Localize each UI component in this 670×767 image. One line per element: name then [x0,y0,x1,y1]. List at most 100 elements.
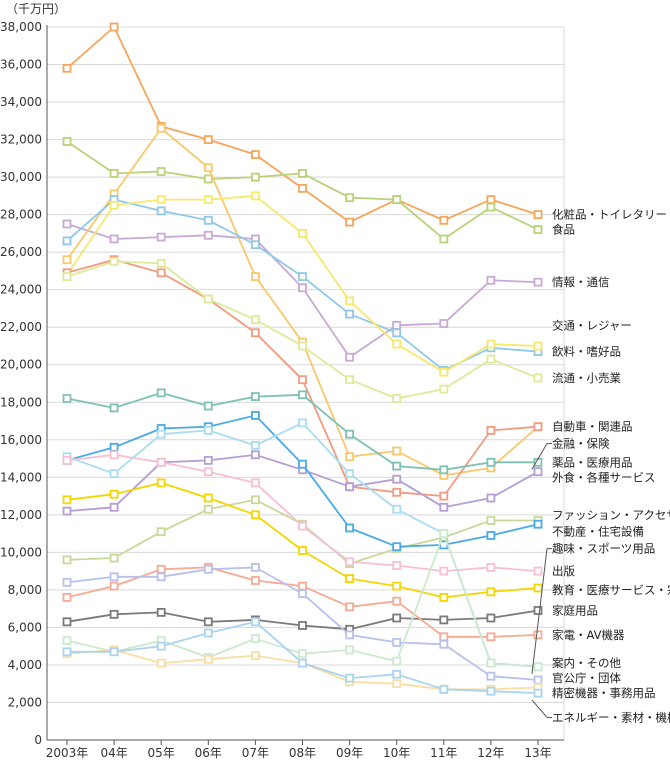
data-point [156,527,166,537]
data-point [533,341,543,351]
data-point [203,564,213,574]
data-point [156,429,166,439]
data-point [298,658,307,668]
data-point [156,195,166,205]
y-tick-label: 32,000 [0,133,42,147]
data-point [109,442,119,452]
data-point [345,557,355,567]
series-label: 不動産・住宅設備 [552,525,644,539]
data-point [250,563,260,572]
series-label: 交通・レジャー [552,318,632,332]
data-point [109,450,119,460]
data-point [486,613,496,623]
y-tick-label: 14,000 [0,470,42,484]
series-label: 家電・AV機器 [552,628,625,642]
data-point [156,658,166,668]
data-point [62,236,72,246]
data-point [439,465,449,475]
data-point [392,656,402,666]
data-point [250,272,260,282]
y-tick-label: 20,000 [0,358,42,372]
data-point [109,469,119,479]
data-point [392,328,402,338]
data-point [62,137,72,146]
data-point [439,215,449,225]
series-label: エネルギー・素材・機械 [552,710,670,724]
series-label: 出版 [552,564,575,578]
series-label: 飲料・嗜好品 [552,345,621,359]
data-point [486,275,496,285]
data-point [109,200,119,210]
data-point [203,401,213,411]
data-point [392,394,402,403]
data-point [392,320,402,330]
data-point [203,195,213,205]
data-point [203,493,213,503]
series-line [66,26,539,224]
y-tick-label: 10,000 [0,545,42,559]
data-point [392,679,402,689]
y-tick-label: 4,000 [8,658,42,672]
data-point [345,482,355,492]
series-1 [62,137,543,244]
data-point [156,608,166,617]
data-point [62,593,72,602]
data-point [439,615,449,625]
data-point [203,135,213,145]
data-point [439,632,449,642]
data-point [109,257,119,266]
data-point [203,455,213,465]
data-point [203,504,213,514]
data-point [298,390,307,400]
data-point [156,123,166,133]
data-point [250,392,260,402]
data-point [250,478,260,488]
series-20 [62,617,543,698]
data-point [486,658,496,668]
data-point [345,309,355,319]
data-point [486,686,496,696]
data-point [486,339,496,349]
series-label: 自動車・関連品 [552,420,633,434]
label-leader-line [531,699,548,718]
data-point [486,563,496,572]
series-14 [62,478,543,602]
data-point [392,561,402,570]
data-point [345,469,355,479]
data-point [439,491,449,501]
data-point [392,669,402,679]
data-point [298,521,307,531]
data-point [250,651,260,660]
data-point [392,487,402,497]
data-point [533,688,543,698]
data-point [439,566,449,576]
series-2 [62,219,543,362]
data-point [203,425,213,435]
series-0 [62,22,543,227]
series-group [62,22,543,698]
series-label: 家庭用品 [552,604,598,618]
data-point [250,576,260,585]
data-point [156,572,166,582]
data-point [486,632,496,642]
x-tick-label: 11年 [430,746,457,760]
data-point [533,675,543,685]
data-point [298,459,307,469]
y-unit-label: （千万円） [6,2,66,16]
data-point [203,467,213,477]
data-point [439,684,449,694]
data-point [203,230,213,240]
data-point [486,195,496,205]
series-7 [62,388,543,475]
data-point [298,418,307,428]
data-point [345,645,355,655]
data-point [156,258,166,268]
data-point [533,606,543,615]
y-tick-label: 24,000 [0,283,42,297]
data-point [298,649,307,659]
data-point [345,602,355,612]
y-tick-label: 12,000 [0,508,42,522]
data-point [486,493,496,503]
y-tick-label: 2,000 [8,695,42,709]
data-point [533,662,543,672]
